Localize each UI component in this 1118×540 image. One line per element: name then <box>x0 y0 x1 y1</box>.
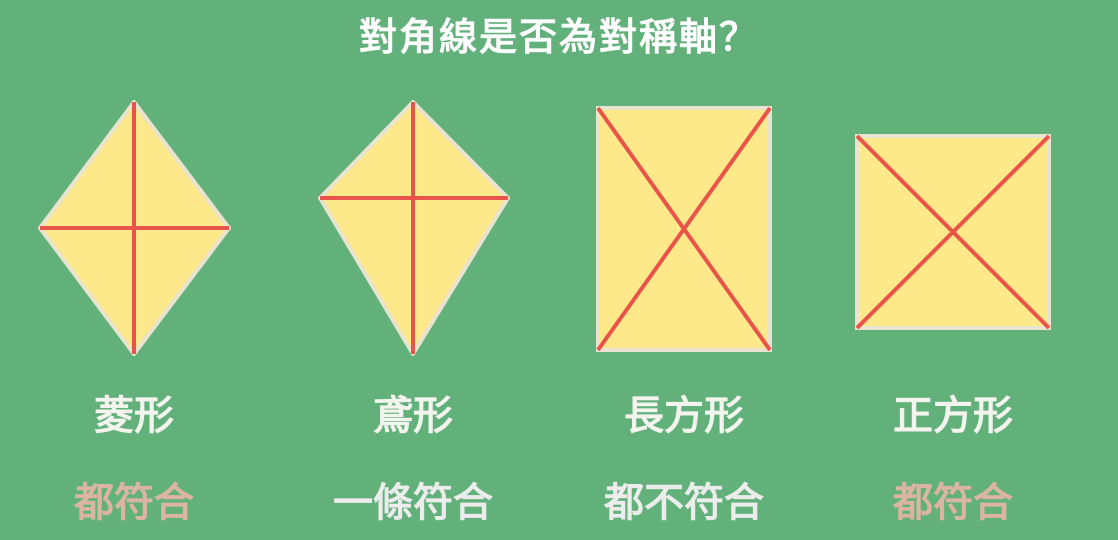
square-label: 正方形 <box>893 393 1013 439</box>
square-verdict: 都符合 <box>893 480 1013 526</box>
rhombus-figure <box>38 100 231 356</box>
square-diagonal-2 <box>855 134 1051 330</box>
rhombus-label: 菱形 <box>94 393 174 439</box>
rhombus-verdict: 都符合 <box>74 480 194 526</box>
kite-figure <box>318 100 510 356</box>
rectangle-diagonal-2 <box>596 106 772 352</box>
rectangle-label: 長方形 <box>624 393 744 439</box>
kite-verdict: 一條符合 <box>333 480 493 526</box>
rectangle-figure <box>596 106 772 352</box>
page-title: 對角線是否為對稱軸？ <box>358 15 759 59</box>
kite-label: 鳶形 <box>373 393 453 439</box>
rectangle-verdict: 都不符合 <box>604 480 764 526</box>
square-figure <box>855 134 1051 330</box>
